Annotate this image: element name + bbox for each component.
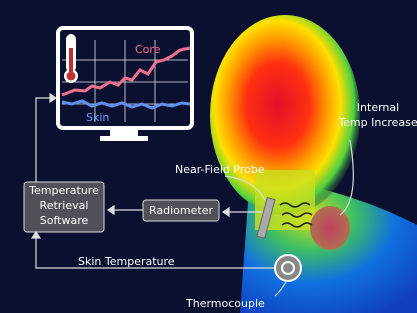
thermocouple-icon: [275, 255, 301, 281]
software-label: Retrieval: [40, 199, 89, 212]
hot-spot: [310, 206, 350, 250]
skin-temperature-label: Skin Temperature: [78, 255, 175, 268]
diagram: Core Skin Temperature Retrieval Software…: [0, 0, 417, 313]
thermometer-fill: [69, 48, 73, 74]
probe-label: Near-Field Probe: [175, 163, 265, 176]
internal-label: Internal: [357, 101, 399, 114]
thermocouple-label: Thermocouple: [185, 297, 265, 310]
software-label: Temperature: [28, 184, 99, 197]
monitor-base: [100, 136, 148, 141]
software-label: Software: [40, 214, 89, 227]
internal-label: Temp Increase: [337, 116, 417, 129]
thermometer-bulb-fill: [67, 72, 76, 81]
skin-label: Skin: [86, 111, 109, 124]
radiometer-label: Radiometer: [149, 204, 213, 217]
core-label: Core: [135, 43, 161, 56]
